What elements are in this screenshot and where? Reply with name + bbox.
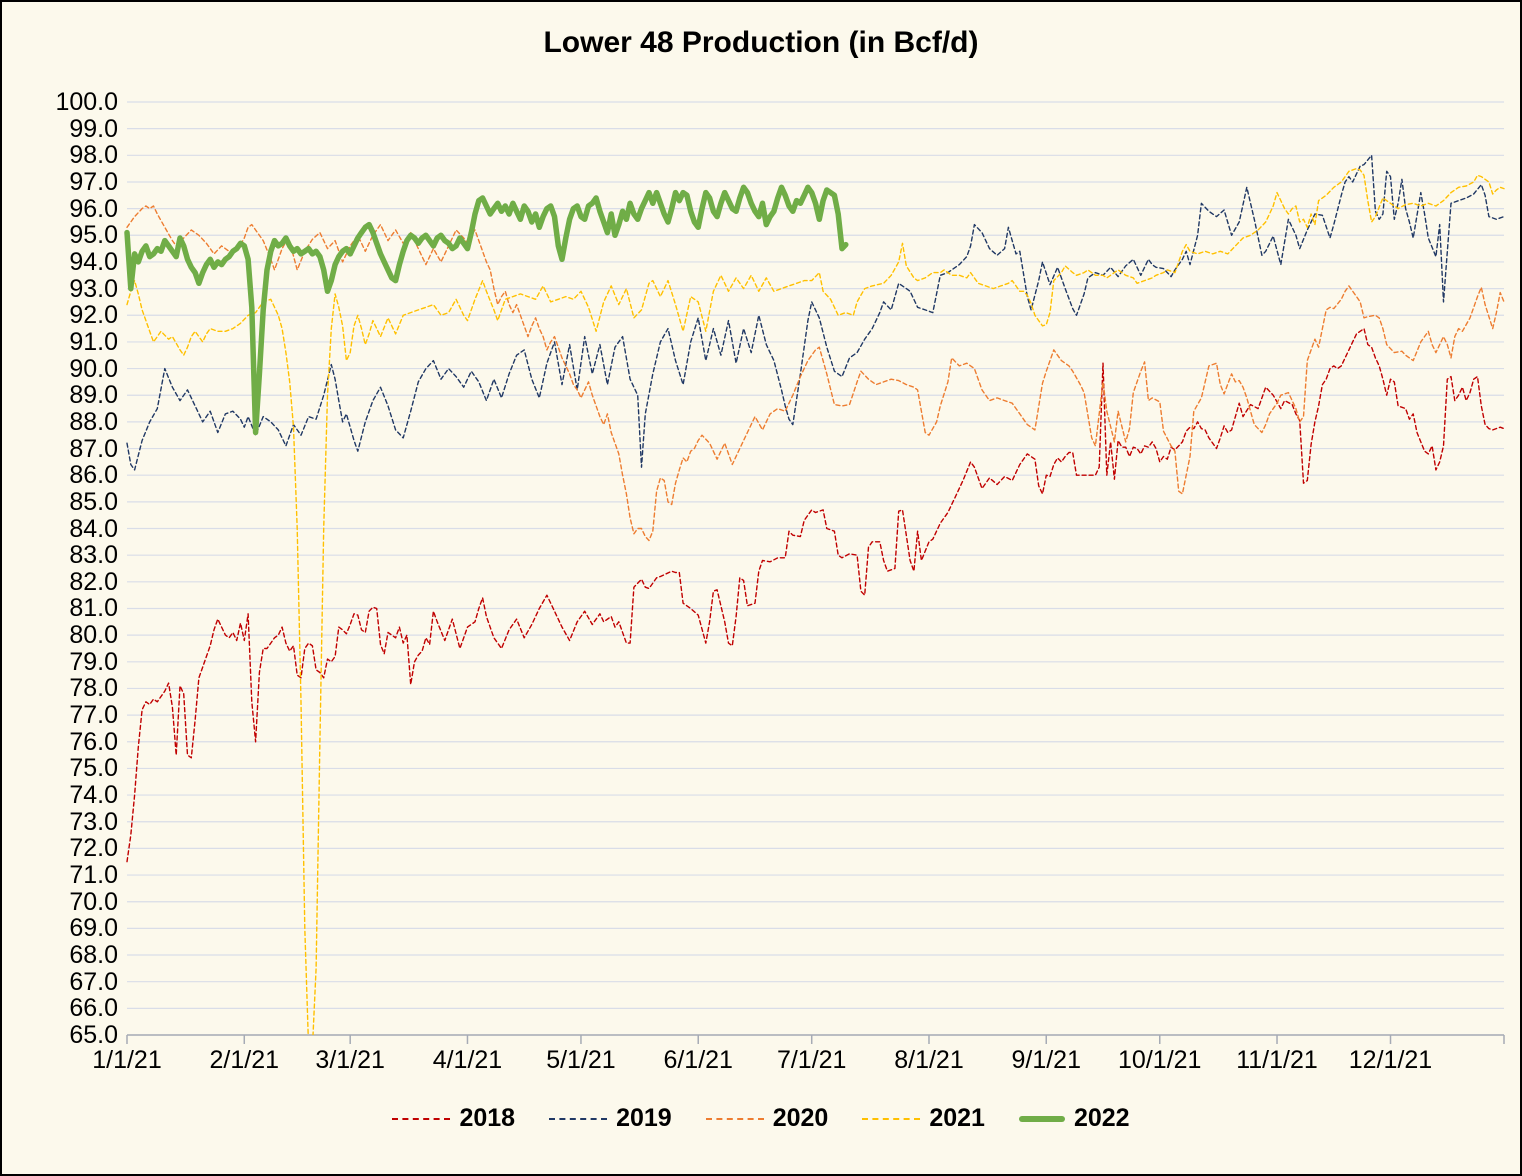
x-tick-label: 8/1/21 <box>894 1046 964 1074</box>
legend-item-2020: 2020 <box>705 1104 829 1133</box>
y-tick-label: 66.0 <box>69 994 118 1023</box>
y-tick-label: 71.0 <box>69 861 118 890</box>
series-line-2020 <box>126 205 1505 542</box>
x-tick-label: 4/1/21 <box>432 1046 503 1074</box>
y-tick-label: 67.0 <box>69 967 118 996</box>
y-tick-label: 76.0 <box>69 727 118 756</box>
y-tick-label: 89.0 <box>69 381 118 410</box>
y-tick-label: 95.0 <box>69 221 118 250</box>
y-tick-label: 92.0 <box>69 301 118 330</box>
y-tick-label: 78.0 <box>69 674 118 703</box>
legend-item-2021: 2021 <box>862 1104 985 1133</box>
legend-item-2018: 2018 <box>392 1104 515 1133</box>
y-tick-label: 96.0 <box>69 194 118 223</box>
x-tick-label: 5/1/21 <box>546 1046 616 1074</box>
y-tick-label: 94.0 <box>69 247 118 276</box>
y-tick-label: 73.0 <box>69 807 118 836</box>
y-tick-label: 70.0 <box>69 887 118 916</box>
y-tick-label: 68.0 <box>69 941 118 970</box>
x-tick-label: 7/1/21 <box>776 1046 847 1074</box>
y-tick-label: 86.0 <box>69 461 118 490</box>
series-line-2022 <box>124 184 849 436</box>
legend-label-2018: 2018 <box>459 1104 516 1132</box>
legend-item-2022: 2022 <box>1018 1104 1130 1133</box>
legend-label-2020: 2020 <box>772 1104 829 1132</box>
legend-label-2022: 2022 <box>1073 1104 1130 1132</box>
y-tick-label: 72.0 <box>69 834 118 863</box>
legend-item-2019: 2019 <box>549 1104 672 1133</box>
y-tick-label: 93.0 <box>69 274 118 303</box>
y-tick-label: 88.0 <box>69 407 118 436</box>
legend-line-swatch-2022 <box>1018 1115 1065 1122</box>
y-tick-label: 97.0 <box>69 167 118 196</box>
x-tick-label: 12/1/21 <box>1348 1046 1433 1074</box>
y-tick-label: 79.0 <box>69 647 118 676</box>
y-tick-label: 69.0 <box>69 914 118 943</box>
legend-label-2021: 2021 <box>929 1104 985 1132</box>
y-tick-label: 90.0 <box>69 354 118 383</box>
series-line-2021 <box>126 167 1505 1035</box>
x-tick-label: 3/1/21 <box>315 1046 385 1074</box>
chart-legend: 2018 2019 2020 2021 2022 <box>0 1104 1522 1133</box>
y-tick-label: 80.0 <box>69 621 118 650</box>
y-tick-label: 98.0 <box>69 141 118 170</box>
y-tick-label: 100.0 <box>55 88 118 116</box>
y-tick-label: 83.0 <box>69 541 118 570</box>
y-tick-label: 65.0 <box>69 1021 118 1049</box>
series-line-2018 <box>126 327 1505 863</box>
series-line-2019 <box>126 154 1505 471</box>
x-tick-label: 9/1/21 <box>1011 1046 1081 1074</box>
legend-label-2019: 2019 <box>616 1104 672 1132</box>
x-tick-label: 10/1/21 <box>1118 1046 1202 1074</box>
x-tick-label: 2/1/21 <box>209 1046 280 1074</box>
legend-line-swatch-2020 <box>705 1117 764 1120</box>
y-tick-label: 82.0 <box>69 567 118 596</box>
x-tick-label: 11/1/21 <box>1236 1046 1318 1074</box>
y-tick-label: 85.0 <box>69 487 118 516</box>
y-tick-label: 99.0 <box>69 114 118 143</box>
y-tick-label: 81.0 <box>69 594 118 623</box>
legend-line-swatch-2021 <box>862 1117 921 1120</box>
y-tick-label: 91.0 <box>69 327 118 356</box>
y-tick-label: 77.0 <box>69 701 118 730</box>
y-tick-label: 74.0 <box>69 781 118 810</box>
x-tick-label: 6/1/21 <box>663 1046 733 1074</box>
legend-line-swatch-2018 <box>392 1117 451 1120</box>
x-tick-label: 1/1/21 <box>92 1046 162 1074</box>
chart-title: Lower 48 Production (in Bcf/d) <box>543 26 979 59</box>
y-tick-label: 75.0 <box>69 754 118 783</box>
y-tick-label: 87.0 <box>69 434 118 463</box>
legend-line-swatch-2019 <box>549 1117 608 1120</box>
y-tick-label: 84.0 <box>69 514 118 543</box>
